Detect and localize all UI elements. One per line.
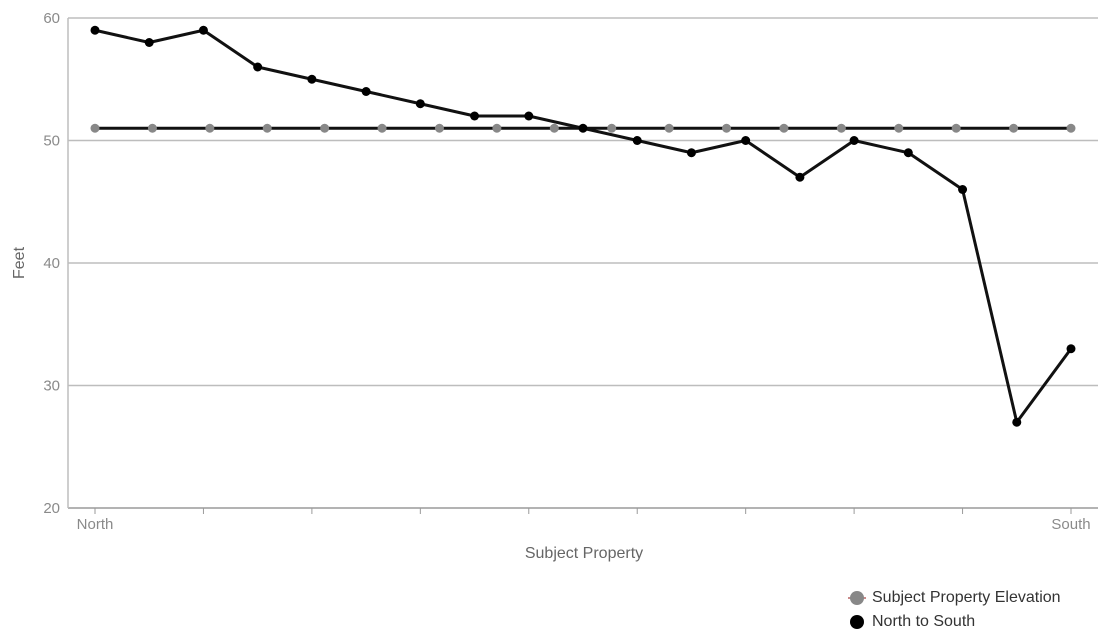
y-tick-label: 40 — [43, 255, 60, 272]
data-point — [1066, 344, 1076, 354]
y-tick-label: 50 — [43, 133, 60, 150]
legend-marker-gray-icon — [848, 589, 866, 607]
y-axis-title: Feet — [11, 246, 28, 279]
data-point — [205, 123, 215, 133]
data-point — [741, 136, 751, 145]
data-point — [415, 99, 425, 109]
data-point — [836, 123, 846, 133]
legend-label: North to South — [872, 613, 976, 630]
data-point — [849, 136, 859, 145]
y-tick-label: 20 — [43, 500, 60, 517]
x-axis: North South — [67, 18, 1091, 533]
x-tick-label: North — [77, 516, 114, 533]
data-point — [903, 148, 913, 158]
gridlines — [68, 17, 1098, 509]
legend: Subject Property Elevation North to Sout… — [848, 586, 1061, 634]
data-point — [1066, 123, 1076, 133]
data-point — [524, 111, 534, 121]
data-point — [434, 123, 444, 133]
data-point — [90, 25, 100, 35]
data-point — [492, 123, 502, 133]
legend-marker-black-icon — [848, 613, 866, 631]
data-point — [578, 123, 588, 133]
data-point — [361, 87, 371, 96]
data-point — [779, 123, 789, 133]
series-line — [94, 28, 1073, 424]
data-point — [894, 123, 904, 133]
data-point — [144, 38, 154, 47]
y-tick-label: 60 — [43, 10, 60, 27]
data-point — [632, 136, 642, 145]
series-group — [90, 25, 1076, 427]
data-point — [549, 123, 559, 133]
data-point — [198, 25, 208, 35]
data-point — [958, 185, 968, 194]
data-point — [307, 74, 317, 84]
elevation-chart: 20 30 40 50 60 North South Subject Property F… — [11, 10, 1098, 562]
y-axis-ticks: 20 30 40 50 60 — [43, 10, 60, 517]
legend-label: Subject Property Elevation — [872, 589, 1061, 606]
data-point — [262, 123, 272, 133]
y-tick-label: 30 — [43, 378, 60, 395]
data-point — [470, 111, 480, 121]
data-point — [686, 148, 696, 158]
data-point — [607, 123, 617, 133]
data-point — [664, 123, 674, 133]
data-point — [253, 62, 263, 72]
data-point — [90, 123, 100, 133]
data-point — [147, 123, 157, 133]
x-axis-title: Subject Property — [525, 545, 643, 562]
data-point — [1009, 123, 1019, 133]
series-north-to-south — [90, 25, 1076, 427]
data-point — [1012, 417, 1022, 427]
data-point — [951, 123, 961, 133]
data-point — [320, 123, 330, 133]
data-point — [377, 123, 387, 133]
data-point — [795, 172, 805, 182]
data-point — [722, 123, 732, 133]
x-tick-label: South — [1051, 516, 1090, 533]
legend-item-subject-elevation: Subject Property Elevation — [848, 586, 1061, 610]
legend-item-north-to-south: North to South — [848, 610, 1061, 634]
